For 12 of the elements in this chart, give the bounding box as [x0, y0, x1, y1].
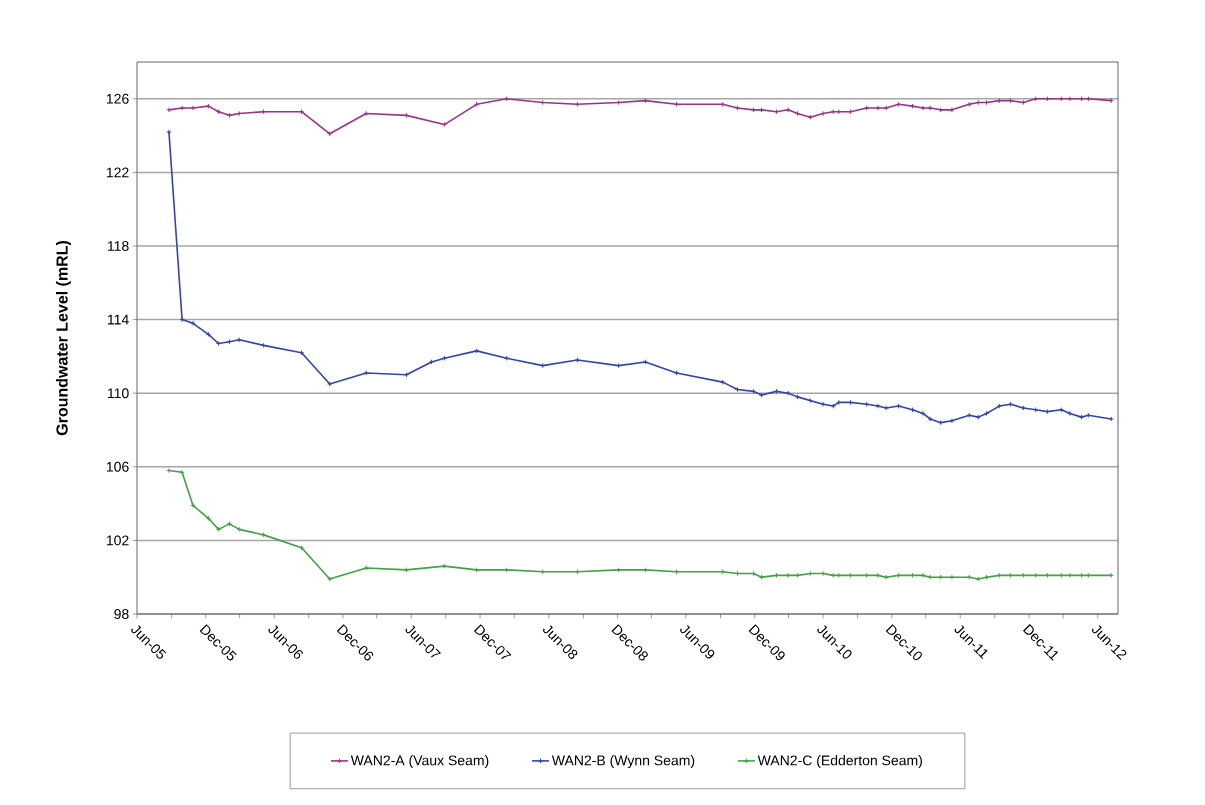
legend-label: WAN2-C (Edderton Seam): [757, 755, 922, 769]
y-tick-label: 122: [106, 167, 129, 178]
y-axis-title: Groundwater Level (mRL): [55, 241, 71, 436]
legend-label: WAN2-A (Vaux Seam): [350, 755, 489, 769]
y-tick-label: 98: [114, 609, 129, 619]
legend-label: WAN2-B (Wynn Seam): [551, 755, 695, 769]
y-tick-label: 102: [106, 535, 129, 546]
y-tick-label: 118: [107, 241, 129, 251]
y-tick-label: 114: [107, 314, 129, 325]
y-tick-label: 110: [107, 388, 129, 399]
y-tick-label: 106: [106, 461, 129, 472]
y-tick-label: 126: [106, 93, 129, 104]
